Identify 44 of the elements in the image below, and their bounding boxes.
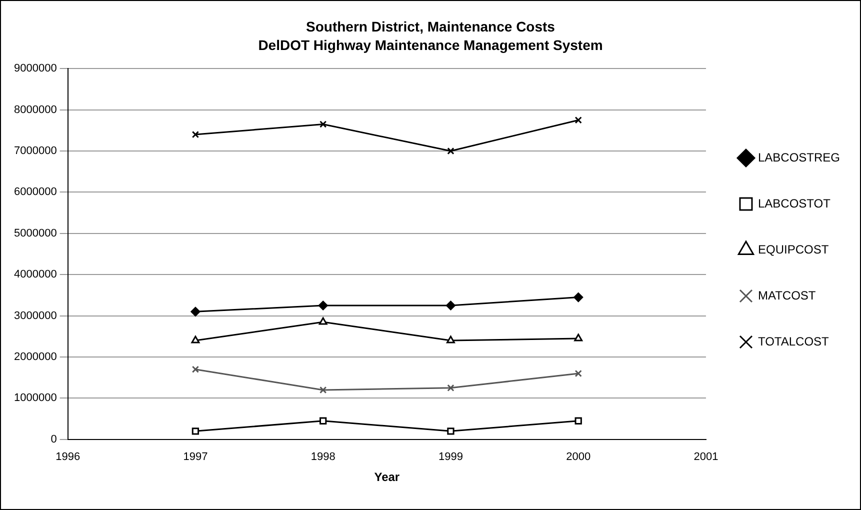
y-tick-label: 8000000 [14, 104, 57, 116]
y-tick-label: 9000000 [14, 62, 57, 75]
x-tick-label: 2001 [694, 451, 718, 464]
x-tick-label: 2000 [566, 451, 591, 464]
point [447, 147, 454, 155]
point [318, 317, 328, 325]
y-tick-label: 6000000 [14, 186, 57, 198]
point [192, 130, 200, 138]
point [320, 120, 327, 128]
x-axis-title: Year [374, 470, 400, 484]
point [574, 370, 582, 378]
point [574, 417, 582, 424]
point [574, 334, 583, 342]
point [192, 428, 200, 435]
point [320, 417, 327, 424]
y-tick-label: 3000000 [14, 310, 57, 322]
y-tick-label: 5000000 [14, 227, 57, 240]
legend-label: MATCOST [758, 288, 816, 302]
chart-title: Southern District, Maintenance Costs [306, 18, 556, 34]
x-tick-label: 1996 [56, 451, 80, 464]
point [192, 366, 200, 373]
y-tick-label: 2000000 [14, 351, 57, 364]
point [447, 428, 454, 435]
point [190, 306, 200, 316]
y-tick-label: 1000000 [14, 392, 57, 404]
point [447, 384, 454, 392]
point [446, 300, 456, 310]
point [574, 292, 584, 302]
chart-subtitle: DelDOT Highway Maintenance Management System [258, 37, 603, 54]
point [320, 386, 327, 394]
legend-label: EQUIPCOST [758, 242, 830, 256]
point [446, 336, 455, 344]
point [574, 116, 582, 124]
legend-label: TOTALCOST [758, 334, 830, 348]
y-tick-label: 0 [50, 433, 57, 446]
point [318, 300, 328, 310]
point [191, 336, 200, 344]
x-tick-label: 1997 [183, 451, 208, 464]
y-tick-label: 7000000 [14, 145, 57, 158]
y-tick-label: 4000000 [14, 268, 57, 281]
legend-label: LABCOSTREG [758, 150, 840, 164]
x-tick-label: 1998 [310, 451, 336, 464]
x-tick-label: 1999 [438, 451, 463, 464]
legend-label: LABCOSTOT [758, 196, 832, 210]
